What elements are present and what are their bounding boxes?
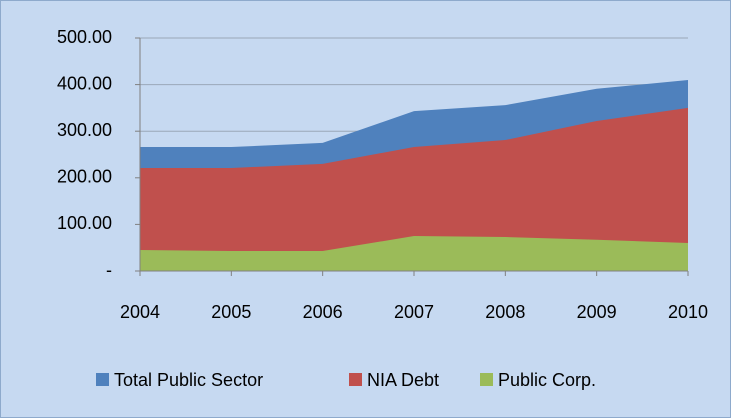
y-tick-label: 300.00 xyxy=(57,120,112,140)
y-tick-label: 100.00 xyxy=(57,213,112,233)
area xyxy=(140,107,688,272)
x-tick-label: 2008 xyxy=(485,302,525,322)
y-tick-label: 400.00 xyxy=(57,73,112,93)
y-tick-label: 500.00 xyxy=(57,27,112,47)
x-tick-label: 2009 xyxy=(577,302,617,322)
x-tick-label: 2006 xyxy=(303,302,343,322)
legend-label: NIA Debt xyxy=(367,370,439,390)
y-tick-label: 200.00 xyxy=(57,167,112,187)
legend-swatch xyxy=(349,373,362,386)
x-tick-label: 2007 xyxy=(394,302,434,322)
x-tick-label: 2005 xyxy=(211,302,251,322)
x-tick-label: 2004 xyxy=(120,302,160,322)
y-tick-label: - xyxy=(106,260,112,280)
legend-label: Total Public Sector xyxy=(114,370,263,390)
legend-label: Public Corp. xyxy=(498,370,596,390)
legend-swatch xyxy=(480,373,493,386)
area xyxy=(140,236,688,271)
x-tick-label: 2010 xyxy=(668,302,708,322)
legend-swatch xyxy=(96,373,109,386)
